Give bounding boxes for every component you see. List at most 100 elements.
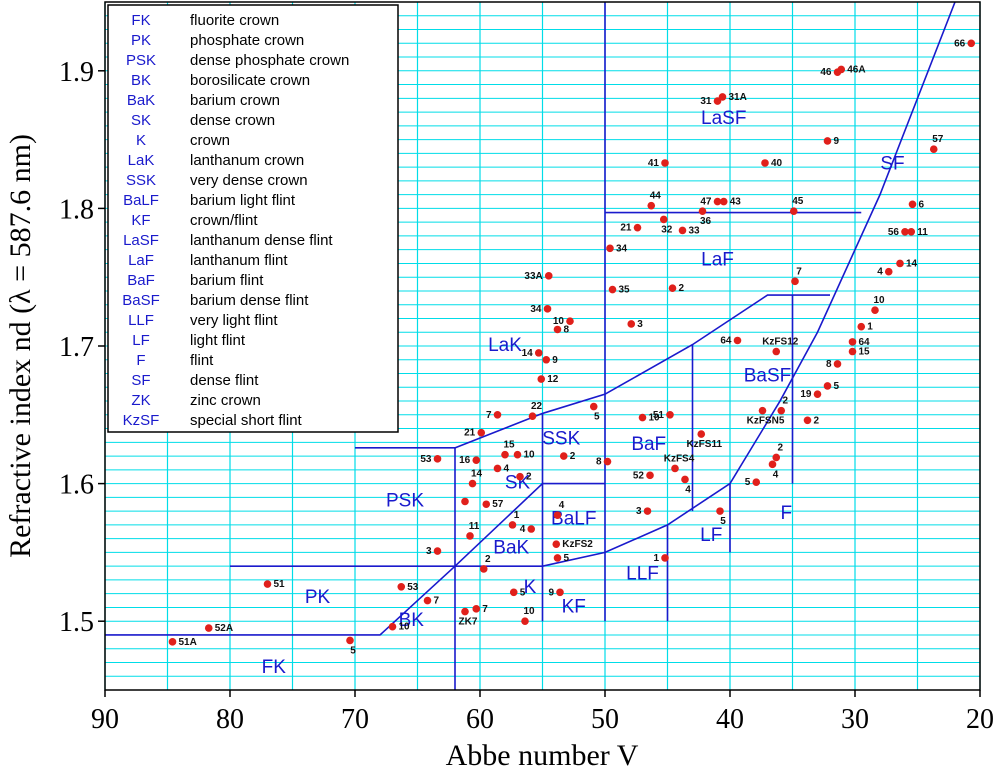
glass-point	[833, 360, 842, 368]
point-label: 51	[653, 410, 665, 421]
legend-name: special short flint	[190, 412, 303, 429]
legend-code: PSK	[126, 52, 156, 69]
region-label: SF	[880, 153, 904, 174]
legend-code: PK	[131, 32, 151, 49]
glass-point	[848, 347, 857, 356]
point-label: 2	[526, 472, 532, 483]
glass-point	[477, 428, 486, 437]
point-label: 10	[553, 316, 565, 327]
glass-point	[908, 200, 917, 209]
x-tick-label: 40	[716, 704, 744, 735]
legend-code: FK	[131, 12, 150, 29]
glass-point	[433, 455, 442, 463]
glass-point	[646, 471, 654, 480]
glass-point	[647, 201, 656, 210]
region-label: LaF	[701, 250, 734, 271]
glass-point	[461, 607, 469, 616]
region-label: LLF	[626, 563, 659, 584]
point-label: 1	[867, 322, 873, 333]
glass-point	[896, 259, 904, 268]
point-label: 14	[471, 469, 483, 480]
point-label: 31	[700, 96, 712, 107]
point-label: 2	[485, 554, 491, 565]
glass-point	[638, 413, 647, 422]
y-tick-label: 1.8	[59, 194, 94, 225]
glass-point	[544, 272, 553, 280]
point-label: 57	[492, 499, 504, 510]
glass-point	[733, 336, 742, 345]
region-label: LF	[700, 525, 722, 546]
legend-name: phosphate crown	[190, 32, 304, 49]
point-label: 4	[877, 267, 883, 278]
glass-point	[508, 521, 517, 529]
point-label: 31A	[729, 92, 747, 103]
legend-name: very dense crown	[190, 172, 308, 189]
point-label: 5	[350, 645, 356, 656]
point-label: 56	[888, 227, 900, 238]
glass-point	[761, 159, 769, 167]
glass-point	[566, 317, 574, 326]
point-label: 40	[771, 158, 783, 169]
point-label: 41	[648, 158, 660, 169]
glass-point	[553, 554, 562, 562]
point-label: 1	[653, 553, 659, 564]
point-label: 11	[469, 521, 480, 532]
point-label: 14	[522, 348, 534, 359]
glass-point	[713, 97, 722, 105]
y-axis-title: Refractive index nd (λ = 587.6 nm)	[4, 134, 37, 558]
legend-name: crown/flint	[190, 212, 258, 229]
glass-point	[168, 638, 177, 646]
glass-point	[871, 306, 879, 315]
point-label: 7	[434, 596, 440, 607]
legend-name: zinc crown	[190, 392, 261, 409]
point-label: 16	[459, 455, 471, 466]
region-label: FK	[262, 657, 287, 678]
point-label: 64	[859, 337, 871, 348]
point-label: 2	[777, 442, 783, 453]
point-label: 9	[834, 136, 840, 147]
glass-point	[661, 554, 669, 562]
point-label: 43	[730, 197, 742, 208]
glass-point	[671, 464, 679, 473]
glass-point	[603, 457, 612, 466]
point-label: 14	[906, 258, 918, 269]
point-label: 34	[616, 243, 628, 254]
point-label: 3	[636, 506, 642, 517]
glass-point	[884, 267, 893, 276]
legend-code: LLF	[128, 312, 154, 329]
point-label: 10	[649, 413, 661, 424]
glass-point	[553, 325, 562, 334]
glass-point	[789, 207, 798, 215]
point-label: 52	[633, 470, 645, 481]
glass-point	[857, 322, 866, 331]
point-label: 53	[420, 454, 432, 465]
point-label: 4	[773, 469, 779, 480]
point-label: 12	[547, 374, 559, 385]
point-label: 5	[720, 516, 726, 527]
point-label: 7	[486, 410, 492, 421]
point-label: 2	[570, 451, 576, 462]
legend-name: dense phosphate crown	[190, 52, 349, 69]
glass-point	[678, 226, 687, 235]
point-label: 36	[700, 216, 712, 227]
point-label: KzFS11	[686, 439, 722, 450]
glass-point	[553, 511, 562, 520]
point-label: 10	[873, 295, 885, 306]
legend-code: BaLF	[123, 192, 159, 209]
region-label: F	[780, 503, 792, 524]
glass-point	[716, 507, 724, 515]
glass-point	[521, 617, 529, 625]
legend-name: barium light flint	[190, 192, 296, 209]
legend-code: SK	[131, 112, 151, 129]
point-label: 10	[523, 606, 535, 617]
point-label: 21	[464, 428, 476, 439]
point-label: 5	[745, 477, 751, 488]
legend-code: BaK	[127, 92, 155, 109]
legend-code: K	[136, 132, 146, 149]
point-label: 64	[720, 335, 732, 346]
x-axis-title: Abbe number V	[446, 739, 639, 772]
point-label: 53	[407, 582, 419, 593]
point-label: 22	[531, 401, 543, 412]
